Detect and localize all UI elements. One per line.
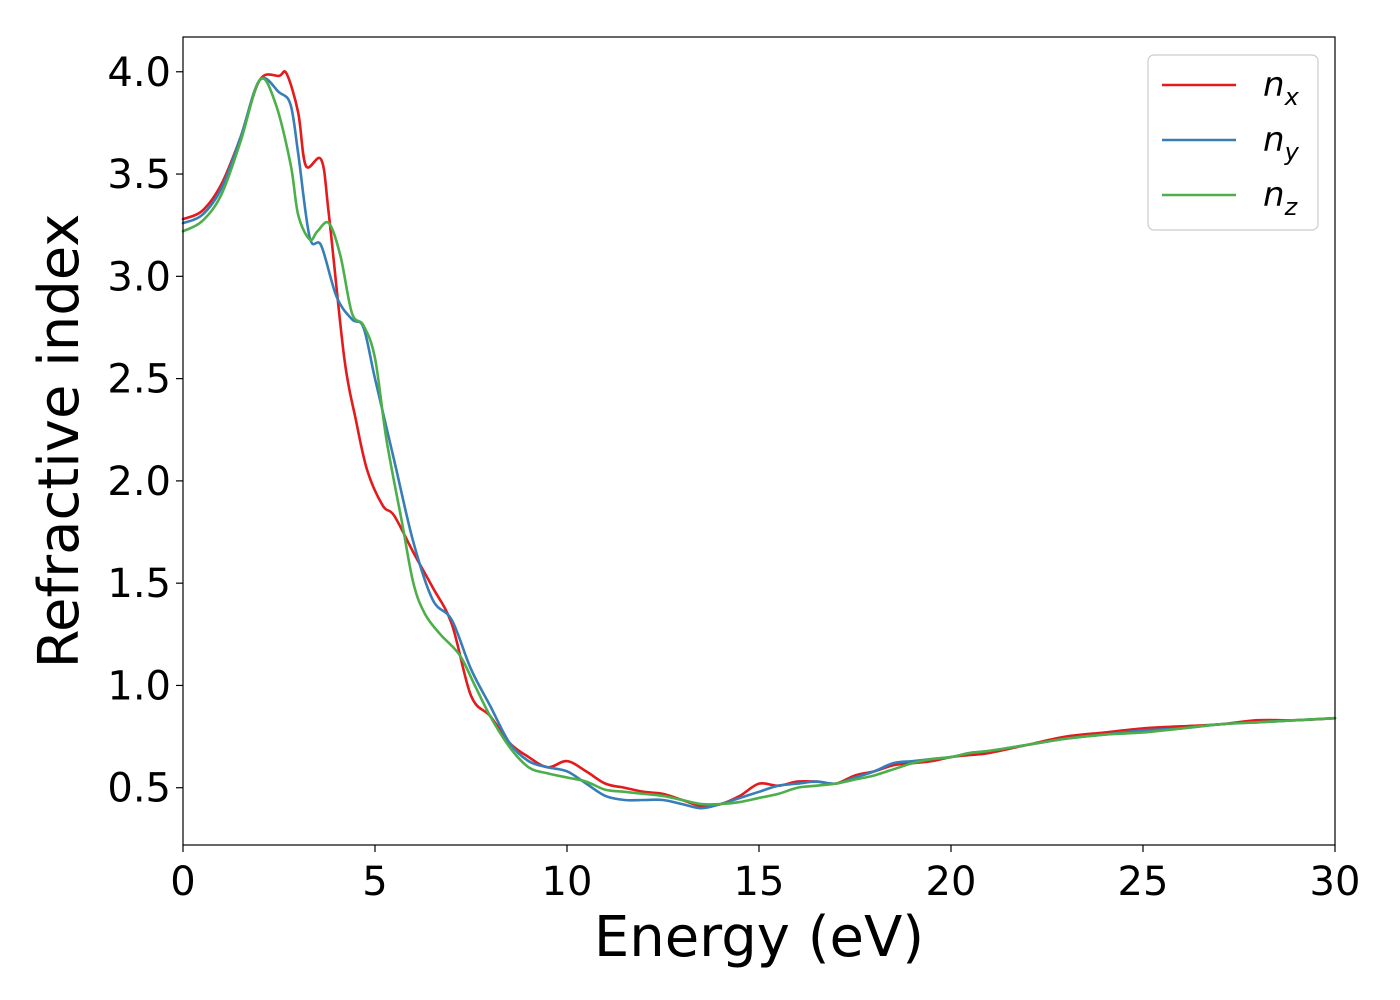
- y-tick-label: 2.0: [107, 459, 171, 505]
- x-tick-label: 0: [170, 859, 195, 905]
- x-axis-label: Energy (eV): [594, 905, 924, 970]
- x-tick-label: 30: [1310, 859, 1361, 905]
- legend: nx ny nz: [1147, 54, 1319, 231]
- x-tick-label: 15: [734, 859, 785, 905]
- y-tick-label: 1.5: [107, 561, 171, 607]
- y-axis-label: Refractive index: [27, 214, 92, 669]
- series-line-nz: [181, 77, 1337, 806]
- series-layer: [181, 70, 1337, 810]
- y-tick-label: 1.0: [107, 663, 171, 709]
- y-tick-label: 3.0: [107, 254, 171, 300]
- series-line-nx: [181, 70, 1337, 808]
- plot-background: [183, 37, 1335, 845]
- y-tick-label: 3.5: [107, 152, 171, 198]
- x-tick-label: 25: [1118, 859, 1169, 905]
- y-tick-label: 4.0: [107, 50, 171, 96]
- legend-frame: [1147, 54, 1319, 231]
- legend-label-ny: ny: [1263, 120, 1300, 166]
- legend-label-nz: nz: [1263, 175, 1299, 221]
- x-axis: 0 5 10 15 20 25 30: [170, 845, 1360, 905]
- y-tick-label: 0.5: [107, 766, 171, 812]
- x-tick-label: 10: [542, 859, 593, 905]
- y-tick-label: 2.5: [107, 357, 171, 403]
- x-tick-label: 5: [362, 859, 387, 905]
- legend-label-nx: nx: [1263, 65, 1300, 111]
- x-tick-label: 20: [926, 859, 977, 905]
- y-axis: 0.5 1.0 1.5 2.0 2.5 3.0 3.5 4.0: [107, 50, 183, 812]
